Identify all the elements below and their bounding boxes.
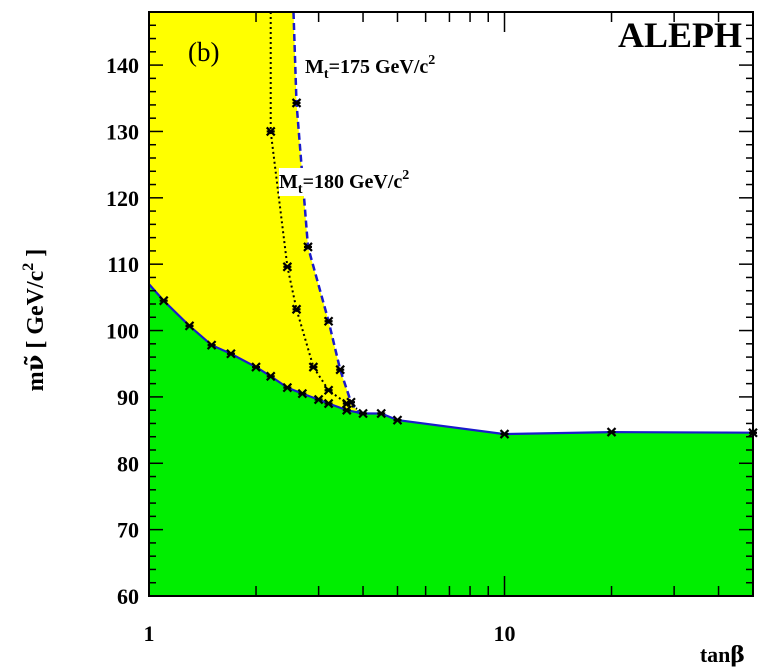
- data-point: [303, 242, 313, 252]
- x-axis-label: tanβ: [700, 642, 745, 668]
- data-point: [158, 295, 169, 306]
- exclusion-regions: [149, 12, 753, 596]
- y-tick-label: 70: [117, 518, 139, 543]
- data-markers: [158, 98, 758, 439]
- y-axis-label: mν̃ [ GeV/c2 ]: [20, 249, 49, 392]
- data-point: [323, 385, 334, 396]
- series-label-180-background: [279, 168, 467, 196]
- y-tick-label: 60: [117, 584, 139, 609]
- data-point: [206, 340, 217, 350]
- data-point: [184, 321, 195, 331]
- data-point: [226, 348, 236, 359]
- chart-title: ALEPH: [618, 15, 742, 55]
- data-point: [297, 388, 308, 399]
- yellow-excluded-region: [149, 12, 360, 414]
- data-point: [358, 408, 368, 419]
- y-tick-label: 90: [117, 385, 139, 410]
- data-point: [291, 304, 302, 315]
- panel-label: (b): [188, 37, 219, 67]
- data-point: [291, 98, 302, 108]
- axes: [148, 11, 754, 597]
- x-tick-label: 10: [494, 621, 516, 646]
- x-tick-label: 1: [144, 621, 155, 646]
- y-tick-label: 140: [106, 53, 139, 78]
- series-label-175: Mt=175 GeV/c2: [305, 53, 435, 82]
- data-point: [335, 364, 345, 375]
- data-point: [313, 394, 324, 405]
- y-tick-label: 100: [106, 319, 139, 344]
- data-point: [282, 262, 293, 272]
- y-tick-label: 110: [107, 252, 139, 277]
- data-point: [265, 126, 276, 137]
- y-tick-label: 80: [117, 451, 139, 476]
- series-label-180: Mt=180 GeV/c2: [279, 168, 409, 197]
- data-point: [346, 397, 356, 407]
- y-tick-label: 130: [106, 119, 139, 144]
- data-point: [308, 362, 319, 372]
- data-point: [392, 415, 403, 425]
- data-point: [282, 382, 293, 393]
- data-point: [323, 398, 334, 409]
- data-point: [376, 408, 387, 419]
- data-point: [265, 371, 276, 382]
- data-point: [251, 362, 261, 372]
- data-point: [606, 427, 617, 437]
- green-excluded-region: [149, 284, 753, 596]
- data-point: [499, 429, 510, 439]
- y-tick-label: 120: [106, 186, 139, 211]
- data-point: [323, 316, 334, 327]
